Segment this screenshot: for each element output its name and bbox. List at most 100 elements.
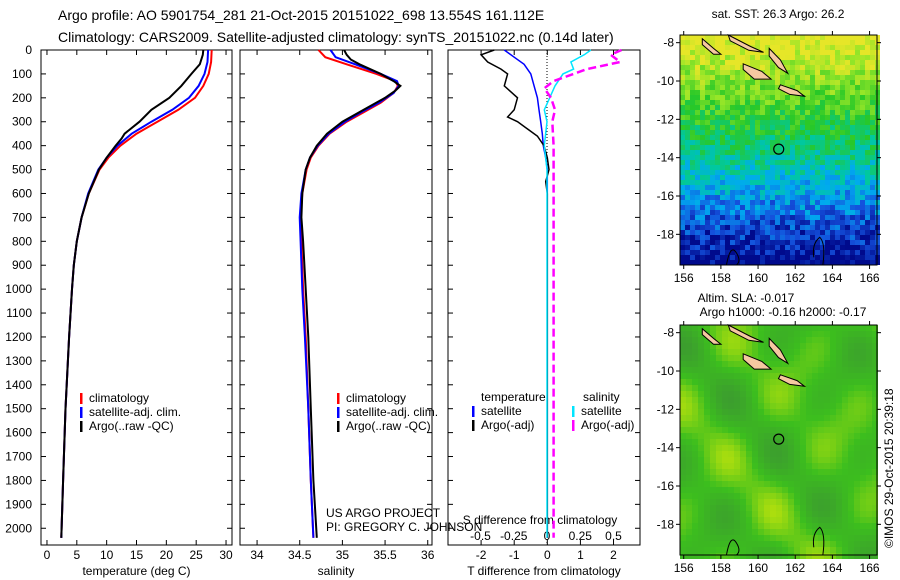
plot-frame xyxy=(447,49,641,546)
x-tick-label: 10 xyxy=(100,548,114,562)
sla-field xyxy=(680,325,878,559)
s-tick-label: 0.5 xyxy=(605,529,622,543)
x-tick-label: 1 xyxy=(577,548,584,562)
depth-tick-label: 2000 xyxy=(5,521,32,535)
depth-tick-label: 700 xyxy=(12,210,32,224)
depth-tick-label: 1500 xyxy=(5,402,32,416)
island-shape xyxy=(777,84,807,98)
x-tick-label: 0 xyxy=(544,548,551,562)
lon-tick-label: 160 xyxy=(748,271,768,285)
legend-swatch xyxy=(80,393,83,404)
map-frame xyxy=(679,324,878,556)
lon-tick-label: 166 xyxy=(860,271,880,285)
island-shape xyxy=(777,374,807,388)
profile-panel-1: 0100200300400500600700800900100011001200… xyxy=(5,43,233,578)
lat-tick-label: -16 xyxy=(657,479,675,493)
depth-tick-label: 1300 xyxy=(5,354,32,368)
legend-swatch xyxy=(472,406,475,417)
depth-tick-label: 1700 xyxy=(5,450,32,464)
depth-tick-label: 100 xyxy=(12,67,32,81)
lat-tick-label: -8 xyxy=(663,36,674,50)
island-shape xyxy=(701,327,723,345)
depth-tick-label: 1600 xyxy=(5,426,32,440)
pi-credit: PI: GREGORY C. JOHNSON xyxy=(326,520,482,534)
sla-map-title: Altim. SLA: -0.017 xyxy=(698,291,795,305)
depth-tick-label: 1100 xyxy=(6,306,32,320)
lon-tick-label: 166 xyxy=(860,561,880,575)
legend-item: Argo(-adj) xyxy=(581,418,634,432)
title-line-2: Climatology: CARS2009. Satellite-adjuste… xyxy=(58,29,614,45)
lat-tick-label: -10 xyxy=(657,364,675,378)
lon-tick-label: 162 xyxy=(785,561,805,575)
lon-tick-label: 164 xyxy=(822,561,842,575)
lon-tick-label: 162 xyxy=(785,271,805,285)
profile-panel-3: -2 -1 0 1 2 T difference from climatology S di… xyxy=(447,48,641,578)
x-tick-label: 2 xyxy=(610,548,617,562)
x-tick-label: 35 xyxy=(336,548,350,562)
legend-item: satellite-adj. clim. xyxy=(346,405,438,419)
series-line-t-satellite xyxy=(503,49,549,538)
series-line-s-argo-adj- xyxy=(542,48,623,538)
lat-tick-label: -12 xyxy=(657,402,675,416)
legend-item: satellite-adj. clim. xyxy=(89,405,181,419)
sst-field xyxy=(680,35,880,265)
lat-tick-label: -14 xyxy=(657,151,675,165)
x-axis-label: salinity xyxy=(318,564,355,578)
s-tick-label: -0.25 xyxy=(500,529,528,543)
lat-tick-label: -18 xyxy=(657,517,675,531)
depth-tick-label: 1900 xyxy=(5,497,32,511)
depth-tick-label: 500 xyxy=(12,163,32,177)
x-tick-label: -2 xyxy=(476,548,487,562)
legend-swatch xyxy=(80,421,83,432)
x-tick-label: 30 xyxy=(219,548,233,562)
lon-tick-label: 158 xyxy=(711,561,731,575)
series-line-argo-raw-qc- xyxy=(300,49,402,538)
depth-tick-label: 200 xyxy=(12,91,32,105)
x-tick-label: 25 xyxy=(190,548,204,562)
plot-frame xyxy=(239,49,433,546)
x-tick-label: 15 xyxy=(130,548,144,562)
series-line-climatology xyxy=(299,49,400,538)
x-tick-label: 35.5 xyxy=(373,548,397,562)
legend-item: Argo(-adj) xyxy=(481,418,534,432)
x-tick-label: 34.5 xyxy=(288,548,312,562)
x-axis-label: T difference from climatology xyxy=(467,564,621,578)
legend-swatch xyxy=(472,420,475,431)
legend-swatch xyxy=(80,407,83,418)
s-tick-label: -0.5 xyxy=(470,529,491,543)
lon-tick-label: 164 xyxy=(822,271,842,285)
lat-tick-label: -10 xyxy=(657,74,675,88)
legend-swatch xyxy=(572,420,575,431)
lat-tick-label: -12 xyxy=(657,112,675,126)
x-tick-label: 34 xyxy=(250,548,264,562)
series-line-satellite-adj-clim- xyxy=(60,49,210,538)
depth-tick-label: 0 xyxy=(25,43,32,57)
bathymetry-contour xyxy=(725,249,740,266)
x-tick-label: 0 xyxy=(44,548,51,562)
legend-swatch xyxy=(337,407,340,418)
island-shape xyxy=(701,37,723,55)
legend-item: Argo(..raw -QC) xyxy=(346,419,431,433)
sst-map-title: sat. SST: 26.3 Argo: 26.2 xyxy=(712,7,845,21)
island-shape xyxy=(768,337,790,365)
title-line-1: Argo profile: AO 5901754_281 21-Oct-2015… xyxy=(58,7,544,23)
depth-tick-label: 800 xyxy=(12,234,32,248)
legend-item: climatology xyxy=(346,391,406,405)
sla-map: 156 158 160 162 164 166 -8 -10 -12 -14 -16 -18 Altim… xyxy=(657,291,881,575)
series-line-satellite-adj-clim- xyxy=(298,49,400,538)
lon-tick-label: 158 xyxy=(711,271,731,285)
profile-panel-2: 34 34.5 35 35.5 36 salinity climatologysatelli… xyxy=(239,49,438,578)
s-tick-label: 0.25 xyxy=(569,529,593,543)
lat-tick-label: -16 xyxy=(657,189,675,203)
series-line-t-argo-adj- xyxy=(479,49,550,538)
island-shape xyxy=(742,63,773,80)
x-axis-label: temperature (deg C) xyxy=(82,564,190,578)
legend-salinity-heading: salinity xyxy=(583,390,620,404)
bathymetry-contour xyxy=(812,236,825,266)
legend-item: climatology xyxy=(89,391,149,405)
project-credit: US ARGO PROJECT xyxy=(326,506,441,520)
depth-tick-label: 1400 xyxy=(5,378,32,392)
lat-tick-label: -8 xyxy=(663,326,674,340)
island-shape xyxy=(768,47,790,75)
